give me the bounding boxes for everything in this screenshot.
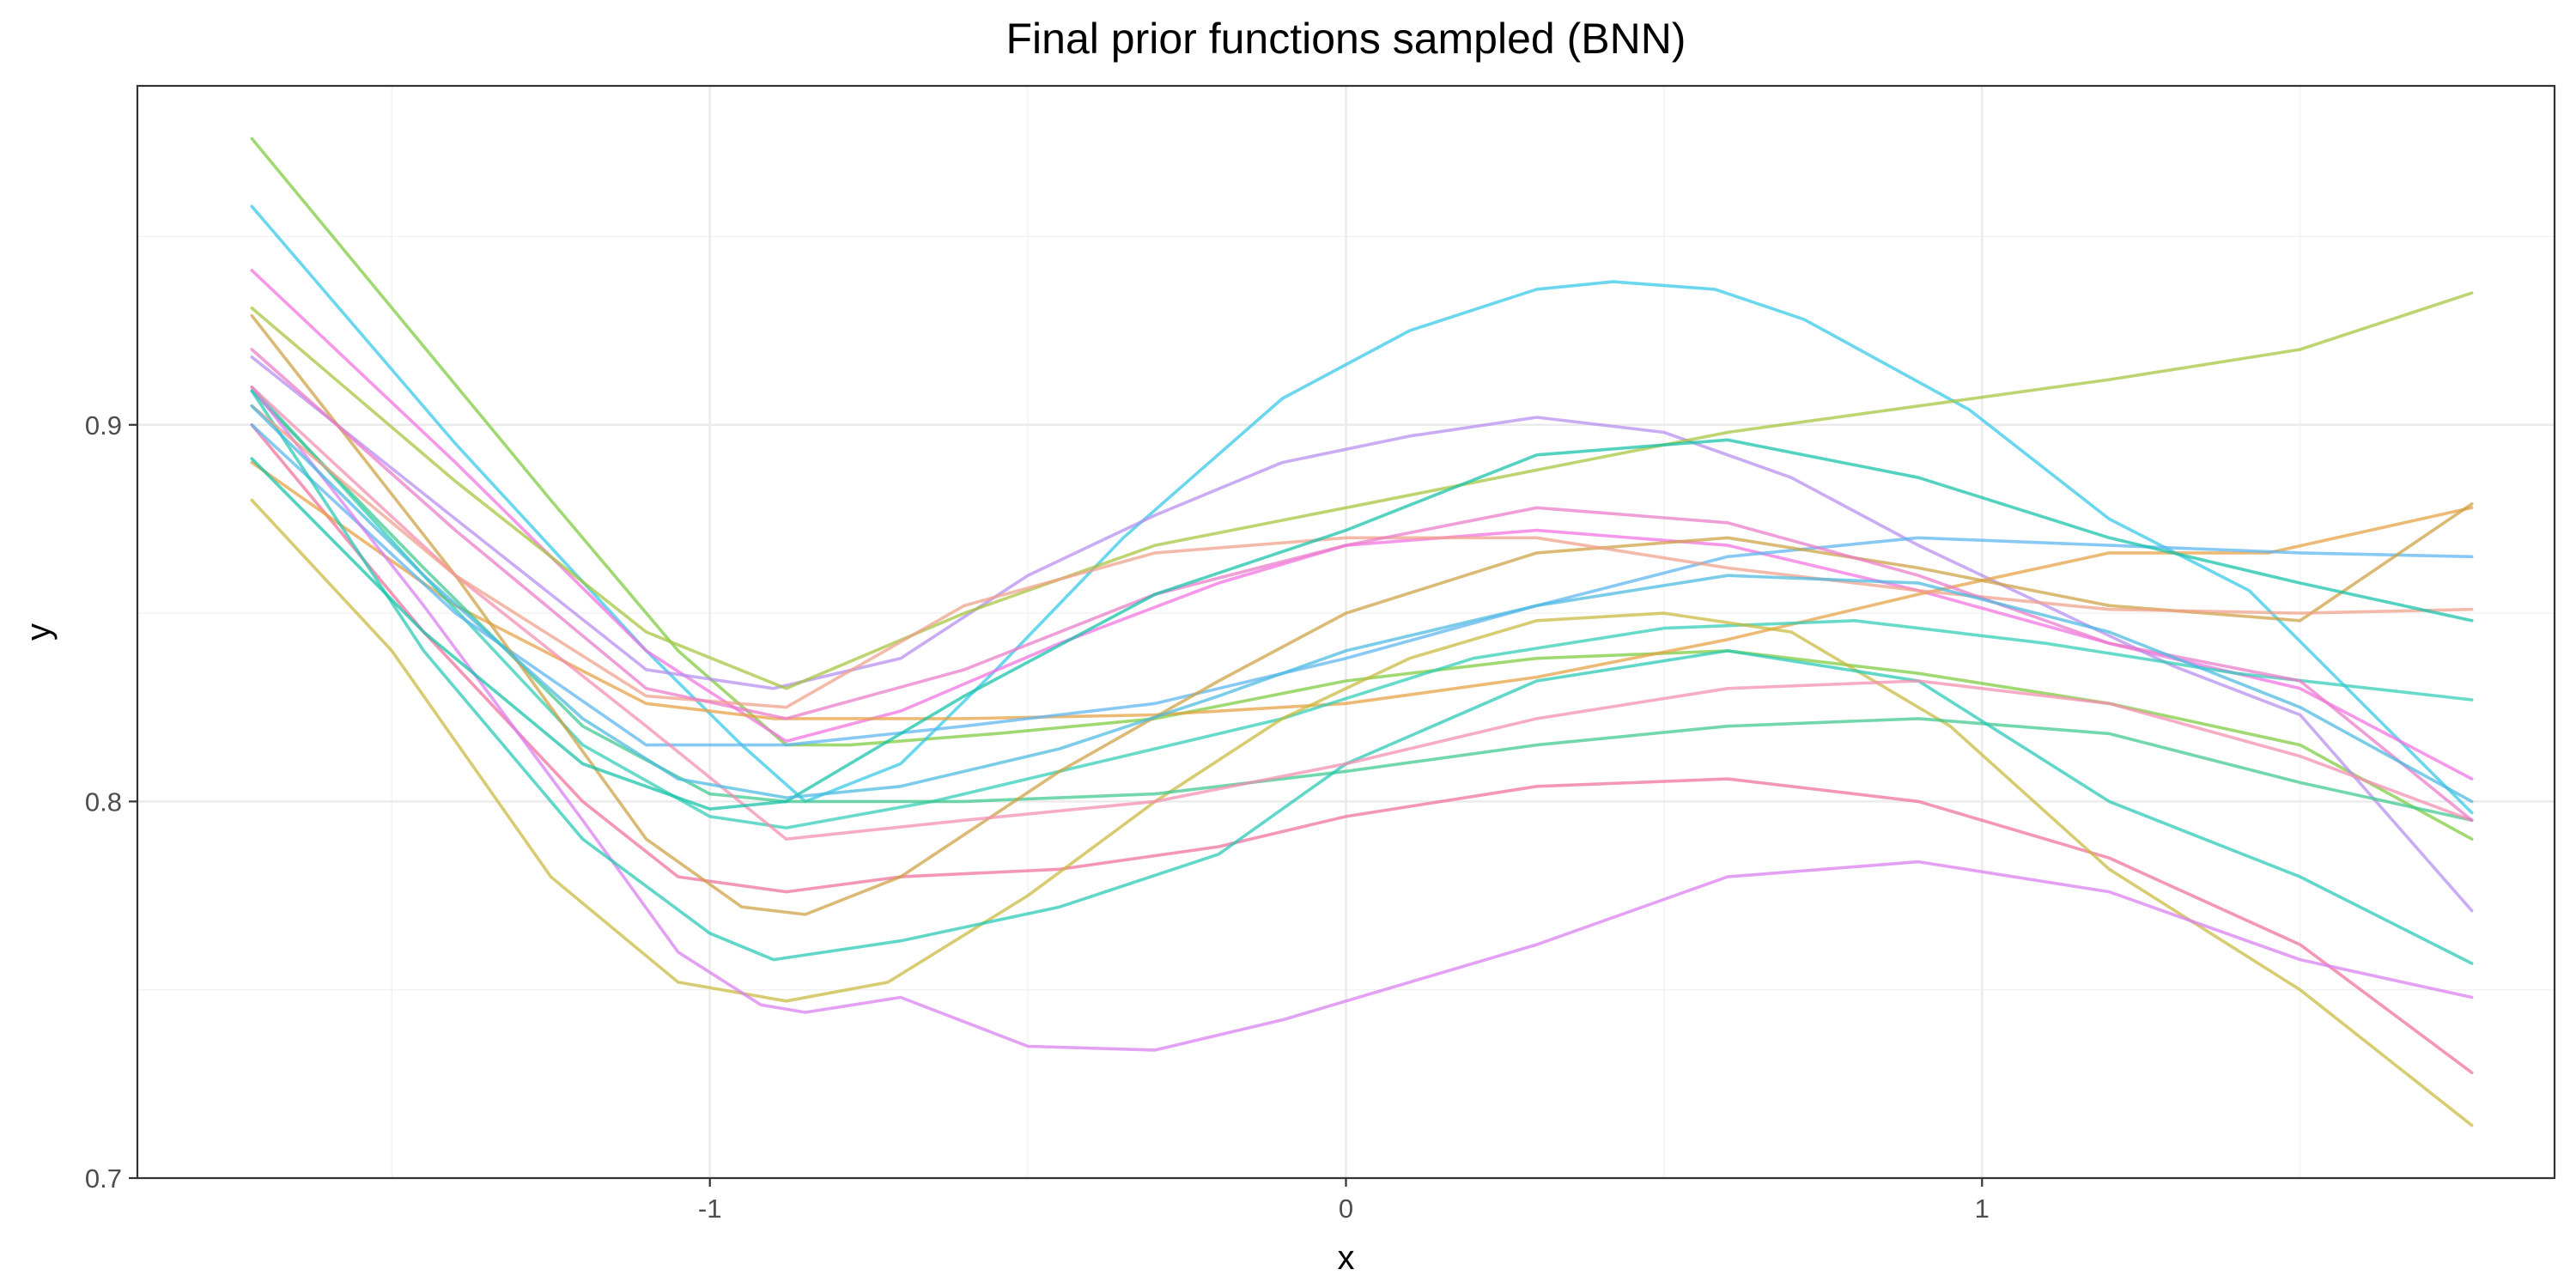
series-line-10 [250, 422, 2474, 747]
y-tick-label: 0.7 [85, 1163, 122, 1194]
y-axis-title: y [20, 623, 58, 641]
y-tick-label: 0.8 [85, 787, 122, 817]
x-tick-label: 1 [1975, 1194, 1990, 1224]
x-tick-label: -1 [698, 1194, 722, 1224]
series-line-13 [250, 386, 2474, 1052]
series-layer [250, 137, 2474, 1127]
series-line-18 [250, 438, 2474, 811]
x-tick-label: 0 [1339, 1194, 1353, 1224]
series-line-2 [250, 204, 2474, 815]
series-line-1 [250, 137, 2474, 841]
series-line-16 [250, 404, 2474, 709]
chart-title: Final prior functions sampled (BNN) [1006, 15, 1686, 63]
series-line-9 [250, 498, 2474, 1127]
series-line-12 [250, 313, 2474, 916]
series-line-6 [250, 460, 2474, 720]
series-line-3 [250, 269, 2474, 781]
series-line-14 [250, 389, 2474, 965]
grid-layer [137, 86, 2555, 1180]
series-line-8 [250, 291, 2474, 690]
series-line-15 [250, 386, 2474, 841]
x-axis-title: x [1338, 1239, 1355, 1277]
series-line-7 [250, 386, 2474, 829]
series-line-5 [250, 355, 2474, 913]
series-line-19 [250, 404, 2474, 804]
series-line-17 [250, 348, 2474, 823]
y-tick-label: 0.9 [85, 410, 122, 440]
axis-layer: -1 0 1 0.7 0.8 0.9 [85, 410, 1990, 1224]
series-line-4 [250, 422, 2474, 1074]
